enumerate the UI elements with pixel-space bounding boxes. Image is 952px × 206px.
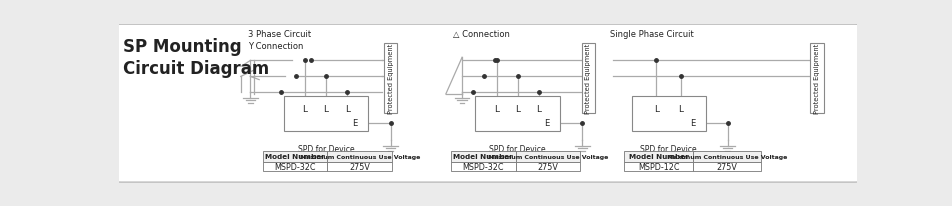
Bar: [327, 162, 392, 171]
Text: Single Phase Circuit: Single Phase Circuit: [609, 29, 693, 39]
Text: E: E: [352, 119, 358, 128]
Text: Model Number: Model Number: [453, 153, 513, 159]
Text: 275V: 275V: [716, 162, 737, 171]
Text: Maximum Continuous Use Voltage: Maximum Continuous Use Voltage: [300, 154, 420, 159]
FancyBboxPatch shape: [115, 25, 861, 182]
Bar: [384, 44, 397, 114]
Text: Y Connection: Y Connection: [248, 42, 304, 51]
Bar: [284, 96, 368, 131]
Bar: [693, 151, 761, 162]
Bar: [693, 162, 761, 171]
Text: SPD for Device: SPD for Device: [298, 144, 354, 153]
Text: L: L: [679, 105, 684, 114]
Text: Model Number: Model Number: [266, 153, 325, 159]
Text: Protected Equipment: Protected Equipment: [585, 44, 591, 114]
Text: SPD for Device: SPD for Device: [641, 144, 697, 153]
Bar: [451, 162, 516, 171]
Bar: [263, 151, 327, 162]
Text: Maximum Continuous Use Voltage: Maximum Continuous Use Voltage: [666, 154, 787, 159]
Text: MSPD-32C: MSPD-32C: [274, 162, 316, 171]
Text: L: L: [324, 105, 328, 114]
Text: 275V: 275V: [538, 162, 558, 171]
Text: MSPD-12C: MSPD-12C: [638, 162, 680, 171]
Bar: [516, 151, 580, 162]
Bar: [625, 162, 693, 171]
Text: E: E: [689, 119, 695, 128]
Bar: [516, 162, 580, 171]
Text: L: L: [302, 105, 307, 114]
Text: 275V: 275V: [349, 162, 370, 171]
Text: SPD for Device: SPD for Device: [489, 144, 546, 153]
Text: L: L: [494, 105, 499, 114]
Text: L: L: [345, 105, 349, 114]
Text: SP Mounting
Circuit Diagram: SP Mounting Circuit Diagram: [123, 37, 268, 77]
Text: E: E: [545, 119, 549, 128]
Bar: [451, 151, 516, 162]
Text: 3 Phase Circuit: 3 Phase Circuit: [248, 29, 311, 39]
Bar: [625, 151, 693, 162]
Text: Protected Equipment: Protected Equipment: [814, 44, 820, 114]
Text: L: L: [515, 105, 521, 114]
Text: MSPD-32C: MSPD-32C: [463, 162, 504, 171]
Bar: [475, 96, 560, 131]
Bar: [263, 162, 327, 171]
Text: L: L: [537, 105, 542, 114]
Text: Model Number: Model Number: [628, 153, 688, 159]
Text: L: L: [654, 105, 659, 114]
Text: △ Connection: △ Connection: [453, 29, 510, 39]
Bar: [327, 151, 392, 162]
Text: Protected Equipment: Protected Equipment: [387, 44, 393, 114]
Bar: [582, 44, 595, 114]
Bar: [632, 96, 705, 131]
Bar: [810, 44, 823, 114]
Text: Maximum Continuous Use Voltage: Maximum Continuous Use Voltage: [487, 154, 608, 159]
